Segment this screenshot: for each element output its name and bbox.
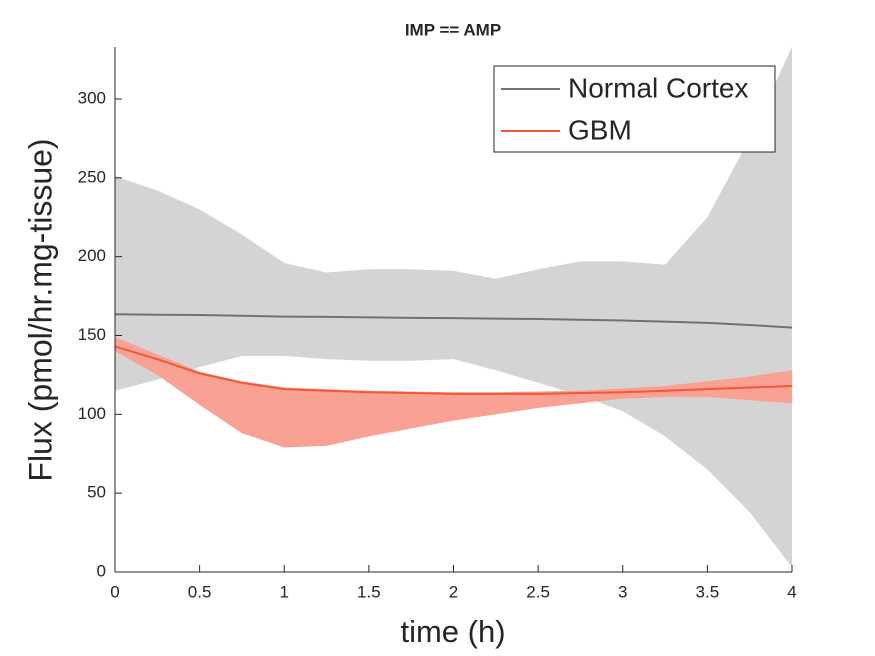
x-tick-label: 3 (618, 582, 627, 601)
x-tick-label: 3.5 (696, 582, 720, 601)
y-tick-label: 250 (78, 167, 106, 186)
y-tick-label: 100 (78, 404, 106, 423)
legend-label: Normal Cortex (568, 72, 748, 103)
y-tick-label: 300 (78, 89, 106, 108)
legend-label: GBM (568, 114, 632, 145)
confidence-band (115, 47, 792, 568)
series-line (114, 345, 793, 395)
x-axis-label: time (h) (400, 614, 505, 649)
x-tick-label: 4 (787, 582, 796, 601)
x-tick-label: 0.5 (188, 582, 212, 601)
x-tick-label: 2.5 (526, 582, 550, 601)
y-tick-label: 50 (87, 483, 106, 502)
chart-title: IMP == AMP (405, 20, 501, 39)
confidence-band (115, 337, 792, 448)
x-tick-label: 1.5 (357, 582, 381, 601)
y-tick-label: 200 (78, 246, 106, 265)
x-tick-label: 2 (449, 582, 458, 601)
x-tick-label: 0 (110, 582, 119, 601)
y-tick-label: 0 (97, 561, 106, 580)
legend-box (493, 65, 776, 153)
x-tick-label: 1 (280, 582, 289, 601)
series-line (114, 313, 793, 329)
y-tick-label: 150 (78, 325, 106, 344)
y-axis-label: Flux (pmol/hr.mg-tissue) (22, 138, 58, 481)
